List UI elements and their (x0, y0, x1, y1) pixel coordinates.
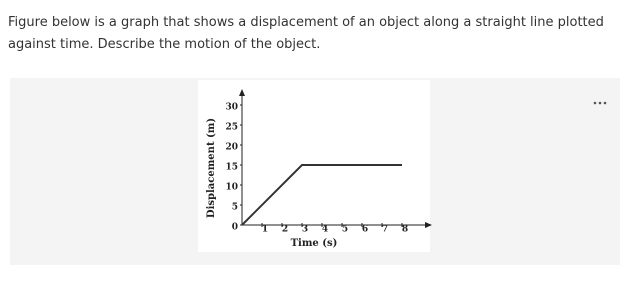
y-axis-label: Displacement (m) (206, 118, 217, 218)
y-axis-arrow (239, 89, 245, 96)
question-line: against time. Describe the motion of the… (8, 37, 320, 52)
y-tick-label: 5 (232, 203, 238, 213)
x-axis-label: Time (s) (291, 238, 338, 249)
x-axis-arrow (425, 222, 432, 228)
x-tick-label: 5 (342, 225, 348, 235)
more-menu[interactable] (593, 101, 607, 105)
x-tick-label: 3 (302, 225, 308, 235)
x-tick-label: 8 (402, 225, 408, 235)
y-tick-label: 30 (225, 103, 238, 113)
question-line: Figure below is a graph that shows a dis… (8, 15, 604, 30)
y-tick-label: 25 (225, 123, 238, 133)
x-tick-label: 6 (362, 225, 368, 235)
x-tick-label: 7 (382, 225, 388, 235)
x-tick-label: 1 (262, 225, 268, 235)
data-line (241, 164, 402, 226)
x-tick-label: 2 (282, 225, 288, 235)
y-tick-label: 20 (225, 143, 238, 153)
x-tick-label: 4 (322, 225, 328, 235)
y-tick-label: 15 (225, 163, 238, 173)
y-tick-label: 0 (232, 223, 238, 233)
y-tick-label: 10 (225, 183, 238, 193)
